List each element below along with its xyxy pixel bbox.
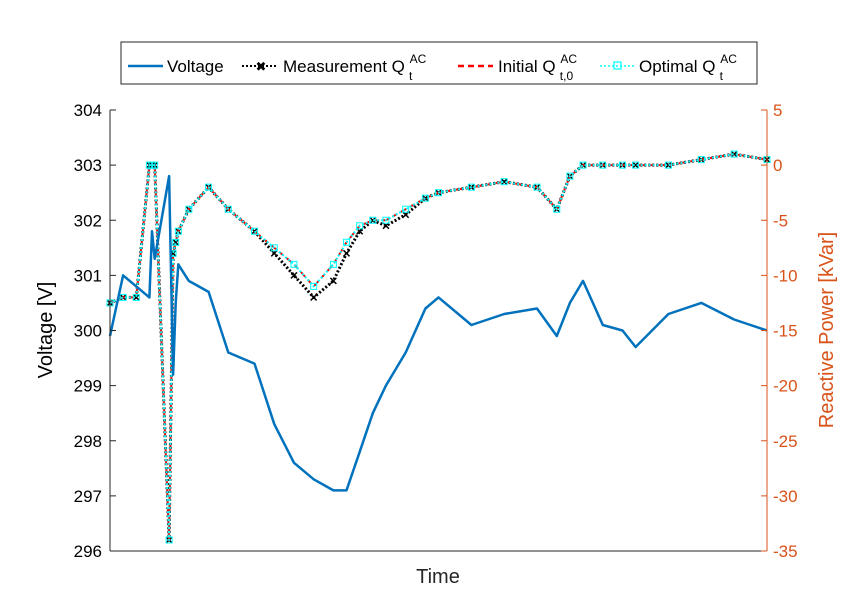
left-tick-label: 304 [74,101,102,120]
optimal-q-point [566,172,574,180]
measurement-q-point [382,222,390,230]
optimal-q-point [369,216,377,224]
legend-label-initial: Initial Q AC t,0 [498,48,582,83]
optimal-q-point [165,536,173,544]
legend-initial-sup: AC [560,52,577,66]
legend-optimal-base: Optimal Q [639,57,716,76]
optimal-q-point [290,260,298,268]
legend-marker-optimal [613,61,622,70]
legend: Voltage ✖ Measurement Q AC t Initial Q A… [120,41,758,85]
measurement-q-point [664,161,672,169]
optimal-q-point [382,216,390,224]
optimal-q-point [119,293,127,301]
measurement-q-point [132,293,140,301]
optimal-q-point [172,238,180,246]
plot-area [110,110,767,551]
legend-optimal-sub: t [720,69,724,83]
series-layer [106,150,771,544]
left-tick-label: 300 [74,322,102,341]
optimal-q-point [224,205,232,213]
measurement-q-point [342,249,351,257]
measurement-q-point [402,211,410,219]
measurement-q-point [290,271,298,279]
left-tick-label: 298 [74,432,102,451]
optimal-q-point [435,189,442,197]
legend-label-voltage: Voltage [167,57,224,76]
optimal-q-point [132,293,140,301]
left-tick-label: 299 [74,377,102,396]
voltage-line [108,174,768,492]
optimal-q-point [421,194,429,202]
right-tick-label: 5 [773,101,782,120]
optimal-q-point [533,183,541,191]
legend-label-optimal: Optimal Q AC t [639,48,742,83]
optimal-q-point [402,205,410,213]
left-tick-label: 301 [74,266,102,285]
right-y-axis-ticks: 5 0 -5 -10 -15 -20 -25 -30 -35 [761,101,798,561]
legend-measurement-sup: AC [410,52,427,66]
optimal-q-point [579,161,587,169]
right-tick-label: 0 [773,156,782,175]
optimal-q-point [632,161,640,169]
measurement-q-point [172,238,180,246]
left-tick-label: 296 [74,542,102,561]
optimal-q-line [109,153,768,541]
measurement-q-point [730,150,738,158]
optimal-q-point [500,178,508,186]
left-y-axis-ticks: 304 303 302 301 300 299 298 297 296 [74,101,116,561]
optimal-q-point [251,227,259,235]
optimal-q-point [329,260,337,268]
measurement-q-point [270,249,278,257]
optimal-q-point [343,238,351,246]
legend-initial-sub: t,0 [560,69,574,83]
left-y-axis-label: Voltage [V] [35,282,57,379]
optimal-q-point [356,222,364,230]
legend-marker-measurement: ✖ [256,59,267,74]
legend-optimal-sup: AC [720,52,737,66]
right-tick-label: -10 [773,266,798,285]
optimal-q-point [730,150,738,158]
optimal-q-point [467,183,475,191]
measurement-q-point [500,178,508,186]
legend-label-measurement: Measurement Q AC t [283,48,431,83]
legend-measurement-base: Measurement Q [283,57,405,76]
right-tick-label: -15 [773,322,798,341]
optimal-q-point [697,156,705,164]
legend-voltage-base: Voltage [167,57,224,76]
right-tick-label: -25 [773,432,798,451]
right-tick-label: -30 [773,487,798,506]
x-axis-label: Time [416,566,460,588]
left-tick-label: 297 [74,487,102,506]
measurement-q-point [369,216,377,224]
optimal-q-point [151,161,159,169]
measurement-q-point [632,161,640,169]
optimal-q-point [185,205,193,213]
legend-measurement-sub: t [409,69,413,83]
optimal-q-point [618,161,626,169]
optimal-q-point [599,161,607,169]
optimal-q-point [310,282,318,290]
optimal-q-point [205,183,213,191]
optimal-q-point [664,161,672,169]
optimal-q-point [270,244,278,252]
left-tick-label: 302 [74,211,102,230]
right-tick-label: -20 [773,377,798,396]
optimal-q-point [553,205,561,213]
measurement-q-point [310,293,318,301]
measurement-q-point [329,277,337,285]
right-tick-label: -5 [773,211,788,230]
right-y-axis-label: Reactive Power [kVar] [816,232,838,428]
legend-initial-base: Initial Q [498,57,556,76]
legend-box [120,41,758,85]
left-tick-label: 303 [74,156,102,175]
optimal-q-point [174,227,182,235]
right-tick-label: -35 [773,542,798,561]
